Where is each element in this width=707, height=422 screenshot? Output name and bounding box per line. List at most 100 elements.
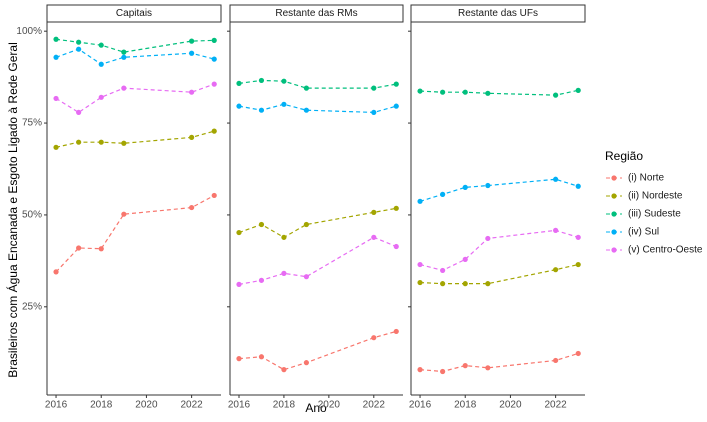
point xyxy=(281,270,287,276)
point xyxy=(236,80,242,86)
x-tick-label: 2020 xyxy=(318,400,341,411)
point xyxy=(462,256,468,262)
point xyxy=(211,192,217,199)
point xyxy=(98,61,104,67)
x-axis-label: Ano xyxy=(305,401,327,415)
point xyxy=(258,77,265,84)
x-tick-label: 2022 xyxy=(180,400,203,411)
point xyxy=(211,128,217,134)
point xyxy=(258,107,265,113)
point xyxy=(303,274,309,280)
point xyxy=(303,85,309,91)
point xyxy=(553,267,559,273)
point xyxy=(393,81,399,87)
point xyxy=(575,183,581,189)
point xyxy=(258,277,265,283)
point xyxy=(371,209,377,215)
facet-title: Restante das UFs xyxy=(458,8,538,19)
x-tick-label: 2020 xyxy=(135,400,158,411)
point xyxy=(440,281,446,287)
series-line xyxy=(238,330,397,371)
series-line xyxy=(238,236,397,285)
point xyxy=(485,90,491,96)
point xyxy=(417,279,423,286)
series-line xyxy=(419,352,579,373)
point xyxy=(189,38,195,44)
series-line xyxy=(55,38,215,53)
point xyxy=(53,144,59,150)
point xyxy=(211,81,217,87)
point xyxy=(553,227,559,233)
x-tick-label: 2016 xyxy=(228,400,251,411)
point xyxy=(371,109,377,116)
series-line xyxy=(55,83,215,114)
point xyxy=(303,107,309,113)
point xyxy=(258,221,265,228)
point xyxy=(440,267,446,274)
point xyxy=(575,350,581,357)
legend-label: (v) Centro-Oeste xyxy=(628,245,703,256)
point xyxy=(553,357,559,364)
point xyxy=(53,95,59,102)
point xyxy=(236,281,242,287)
point xyxy=(76,139,82,145)
x-tick-label: 2022 xyxy=(544,400,567,411)
point xyxy=(236,103,242,109)
point xyxy=(575,261,581,268)
point xyxy=(575,234,581,240)
point xyxy=(462,363,468,369)
point xyxy=(393,328,399,335)
point xyxy=(417,88,423,94)
point xyxy=(485,365,491,371)
y-tick-label: 50% xyxy=(22,210,42,221)
point xyxy=(485,235,491,242)
legend-label: (iv) Sul xyxy=(628,227,659,238)
point xyxy=(76,39,82,45)
x-tick-label: 2022 xyxy=(363,400,386,411)
point xyxy=(440,89,446,95)
point xyxy=(98,139,104,145)
point xyxy=(98,94,104,100)
facet-title: Restante das RMs xyxy=(275,8,357,19)
y-tick-label: 25% xyxy=(22,301,42,312)
point xyxy=(417,367,423,373)
point xyxy=(462,281,468,287)
point xyxy=(211,56,217,62)
point xyxy=(121,85,127,91)
point xyxy=(76,245,82,251)
point xyxy=(393,243,399,250)
facet-strip xyxy=(410,4,586,23)
point xyxy=(121,49,127,55)
x-tick-label: 2016 xyxy=(409,400,432,411)
legend-label: (ii) Nordeste xyxy=(628,191,683,202)
legend-title: Região xyxy=(605,149,643,163)
x-tick-label: 2020 xyxy=(499,400,522,411)
point xyxy=(485,281,491,287)
legend-key-point xyxy=(611,193,617,199)
point xyxy=(98,42,104,48)
point xyxy=(211,37,217,43)
point xyxy=(371,85,377,91)
series-line xyxy=(55,194,215,273)
point xyxy=(121,140,127,146)
x-tick-label: 2018 xyxy=(90,400,113,411)
point xyxy=(189,89,195,95)
series-line xyxy=(238,103,397,114)
point xyxy=(281,367,287,373)
legend-label: (i) Norte xyxy=(628,173,665,184)
y-tick-label: 100% xyxy=(16,26,42,37)
point xyxy=(462,184,468,190)
series-line xyxy=(419,178,579,202)
legend-key-point xyxy=(611,175,617,181)
point xyxy=(462,89,468,95)
series-line xyxy=(420,89,579,96)
point xyxy=(417,198,423,204)
point xyxy=(121,211,127,217)
point xyxy=(189,134,195,140)
x-tick-label: 2018 xyxy=(273,400,296,411)
point xyxy=(553,92,559,98)
series-line xyxy=(238,207,397,239)
point xyxy=(76,109,82,116)
point xyxy=(440,191,446,197)
